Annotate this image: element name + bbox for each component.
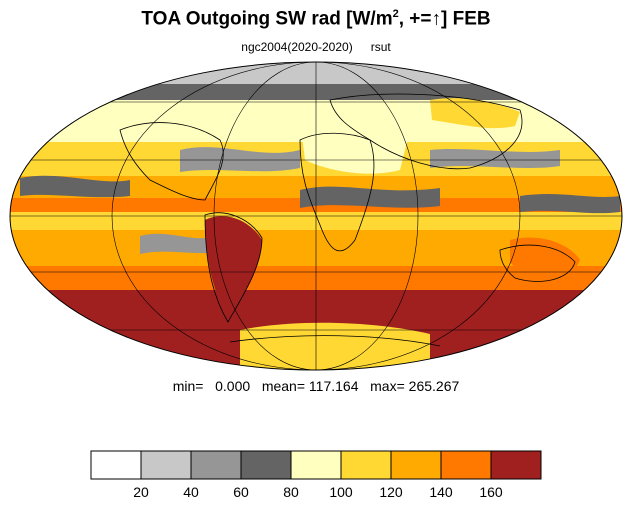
map-subtitle: ngc2004(2020-2020) rsut [0,40,632,54]
colorbar-tick-label: 140 [429,484,453,500]
colorbar-tick-label: 80 [283,484,299,500]
colorbar-swatch [190,450,242,480]
colorbar-swatch [390,450,442,480]
colorbar-tick-label: 40 [183,484,199,500]
colorbar-tick-label: 20 [133,484,149,500]
colorbar-tick-label: 100 [329,484,353,500]
colorbar-swatch [240,450,292,480]
colorbar-swatch [490,450,542,480]
colorbar-swatch [290,450,342,480]
colorbar-tick-label: 60 [233,484,249,500]
colorbar-tick-label: 160 [479,484,503,500]
colorbar-swatch [140,450,192,480]
variable-name: rsut [370,40,391,54]
map-border [9,61,623,371]
up-arrow-icon: ↑ [431,8,441,30]
colorbar-tick-label: 120 [379,484,403,500]
colorbar-swatch [90,450,142,480]
colorbar [90,450,542,480]
field-statistics: min= 0.000 mean= 117.164 max= 265.267 [172,378,460,394]
coastlines [119,93,576,347]
case-name: ngc2004(2020-2020) [241,40,353,54]
map-title: TOA Outgoing SW rad [W/m2, +=↑] FEB [141,8,491,30]
colorbar-swatch [340,450,392,480]
colorbar-swatch [440,450,492,480]
